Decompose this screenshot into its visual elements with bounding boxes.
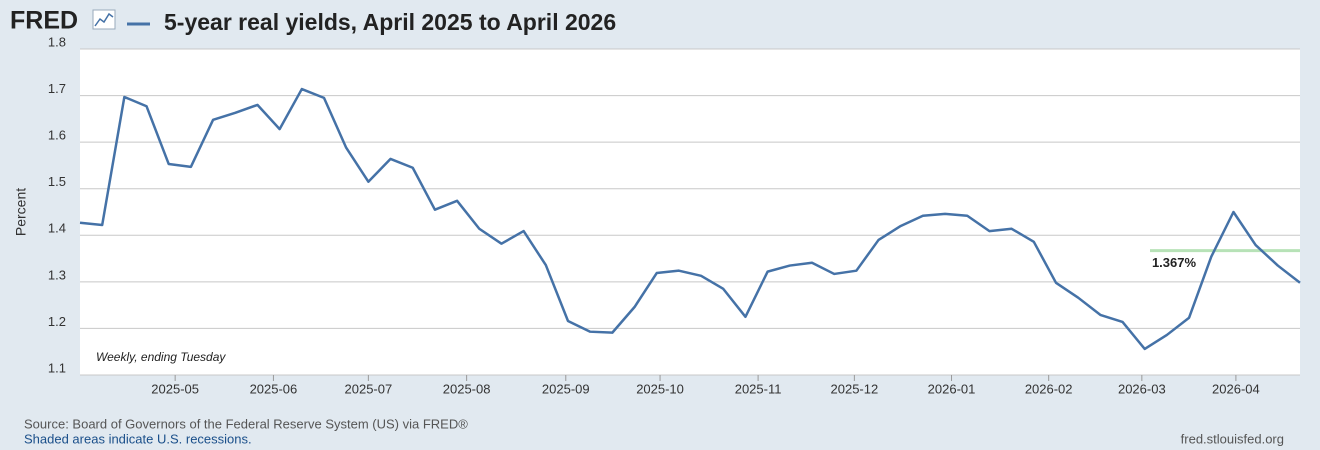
y-tick-label: 1.3 [48, 267, 66, 282]
x-tick-label: 2025-10 [636, 381, 684, 396]
x-tick-label: 2025-07 [345, 381, 393, 396]
x-tick-label: 2026-03 [1118, 381, 1166, 396]
x-tick-label: 2025-06 [250, 381, 298, 396]
y-tick-label: 1.1 [48, 360, 66, 375]
x-tick-label: 2026-01 [928, 381, 976, 396]
y-tick-label: 1.6 [48, 128, 66, 143]
y-tick-label: 1.8 [48, 34, 66, 49]
series-line [79, 87, 1301, 351]
logo-icon [92, 9, 116, 30]
y-axis-label: Percent [13, 188, 29, 236]
x-tick-label: 2026-02 [1025, 381, 1073, 396]
note: Weekly, ending Tuesday [96, 350, 226, 364]
x-tick-label: 2025-11 [735, 381, 782, 396]
x-tick-label: 2025-12 [831, 381, 879, 396]
x-tick-label: 2025-05 [151, 381, 199, 396]
site: fred.stlouisfed.org [1181, 431, 1284, 446]
recession-note: Shaded areas indicate U.S. recessions. [24, 431, 252, 446]
chart-title: 5-year real yields, April 2025 to April … [164, 9, 616, 35]
logo: FRED [10, 7, 78, 35]
x-tick-label: 2025-09 [542, 381, 590, 396]
reference-label: 1.367% [1152, 255, 1197, 270]
plot-area [80, 49, 1300, 375]
source: Source: Board of Governors of the Federa… [24, 416, 468, 431]
x-tick-label: 2026-04 [1212, 381, 1260, 396]
y-tick-label: 1.7 [48, 81, 66, 96]
x-tick-label: 2025-08 [443, 381, 491, 396]
y-tick-label: 1.5 [48, 174, 66, 189]
y-tick-label: 1.4 [48, 221, 66, 236]
y-tick-label: 1.2 [48, 314, 66, 329]
